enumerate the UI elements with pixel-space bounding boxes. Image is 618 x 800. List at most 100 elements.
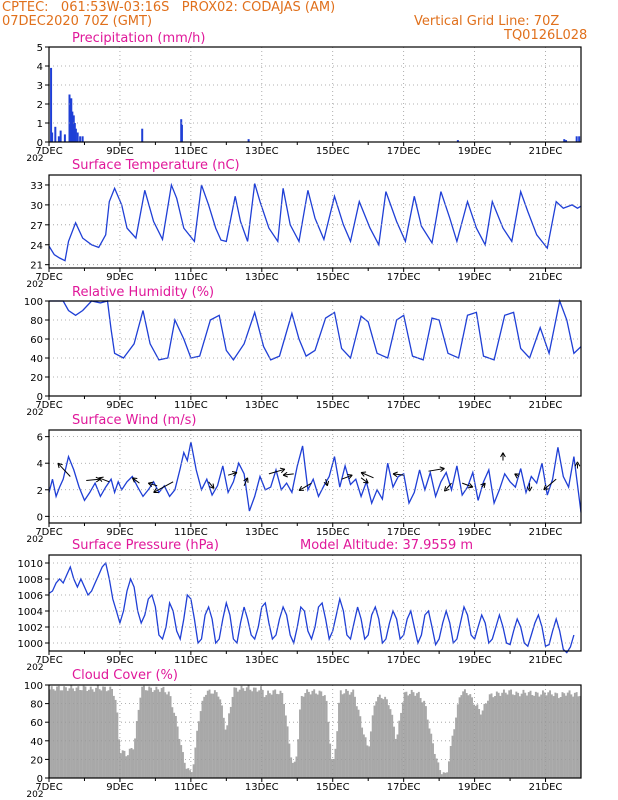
cloud-cover-bar (130, 748, 133, 778)
cloud-cover-bar (467, 695, 470, 778)
cloud-cover-bar (279, 690, 282, 778)
x-tick-label: 17DEC (387, 272, 421, 283)
precip-bar (70, 98, 73, 142)
y-tick-label: 3 (37, 81, 43, 92)
cloud-cover-bar (134, 738, 137, 778)
cloud-cover-bar (283, 703, 286, 778)
cloud-cover-bar (435, 758, 438, 778)
cloud-cover-bar (487, 700, 489, 778)
cloud-cover-bar (417, 691, 420, 778)
cloud-cover-bar (151, 691, 154, 778)
cloud-cover-bar (419, 698, 422, 778)
cloud-cover-bar (75, 687, 78, 778)
cloud-cover-bar (169, 696, 172, 778)
y-tick-label: 21 (30, 261, 43, 272)
cloud-cover-bar (556, 693, 559, 778)
cloud-cover-bar (401, 702, 404, 778)
cloud-cover-bar (350, 692, 353, 778)
precip-bar (141, 128, 144, 142)
wind-arrow-head (526, 486, 533, 492)
cloud-cover-bar (479, 714, 482, 778)
cloud-cover-bar (410, 689, 413, 778)
cloud-cover-bar (552, 696, 555, 778)
x-corner-label: 202 (26, 154, 43, 164)
cloud-cover-bar (396, 734, 399, 778)
x-tick-label: 19DEC (458, 400, 492, 411)
precip-bar (578, 136, 581, 142)
cloud-cover-bar (439, 770, 442, 778)
x-tick-label: 21DEC (529, 527, 563, 538)
cloud-cover-bar (88, 689, 90, 778)
x-tick-label: 13DEC (245, 400, 279, 411)
cloud-cover-bar (221, 705, 223, 778)
cloud-cover-bar (529, 690, 532, 778)
cloud-cover-bar (128, 748, 131, 778)
cloud-cover-bar (446, 772, 449, 778)
wind-arrow-head (282, 471, 288, 478)
x-tick-label: 19DEC (458, 272, 492, 283)
x-tick-label: 13DEC (245, 272, 279, 283)
cloud-cover-bar (228, 713, 231, 778)
cloud-cover-bar (307, 691, 310, 778)
cloud-cover-bar (458, 697, 461, 778)
cloud-cover-bar (160, 688, 163, 778)
cloud-cover-bar (547, 692, 550, 778)
y-tick-label: 4 (37, 62, 43, 73)
cloud-cover-bar (187, 768, 190, 778)
cloud-cover-bar (449, 746, 452, 778)
wind-arrow-shaft (360, 472, 374, 479)
panel-title: Relative Humidity (%) (72, 285, 214, 300)
cloud-cover-bar (148, 686, 151, 778)
cloud-cover-bar (462, 691, 465, 778)
cloud-cover-bar (208, 689, 211, 778)
cloud-cover-bar (196, 730, 199, 778)
cloud-cover-bar (471, 697, 473, 778)
x-tick-label: 15DEC (316, 527, 350, 538)
cloud-cover-bar (158, 691, 161, 778)
cloud-cover-bar (166, 694, 168, 778)
x-tick-label: 13DEC (245, 782, 279, 793)
cloud-cover-bar (359, 716, 362, 778)
cloud-cover-bar (543, 692, 546, 778)
cloud-cover-bar (474, 705, 477, 778)
y-tick-label: 80 (30, 700, 43, 711)
cloud-cover-bar (49, 689, 51, 778)
cloud-cover-bar (534, 691, 537, 778)
wind-arrow-shaft (268, 468, 285, 475)
cloud-cover-bar (501, 692, 504, 778)
y-tick-label: 1006 (18, 591, 43, 602)
precip-bar (51, 132, 54, 142)
cloud-cover-bar (173, 712, 176, 778)
cloud-cover-bar (338, 702, 340, 778)
series-line (49, 298, 582, 362)
wind-arrow-shaft (360, 477, 369, 484)
cloud-cover-bar (111, 689, 113, 778)
precip-bar (73, 123, 76, 142)
cloud-cover-bar (440, 774, 443, 778)
y-tick-label: 4 (37, 459, 43, 470)
cloud-cover-bar (84, 686, 87, 778)
cloud-cover-bar (315, 693, 317, 778)
cloud-cover-bar (550, 694, 553, 778)
y-tick-label: 33 (30, 181, 43, 192)
cloud-cover-bar (235, 687, 238, 778)
cloud-cover-bar (217, 696, 220, 778)
cloud-cover-bar (451, 735, 454, 778)
cloud-cover-bar (144, 690, 147, 778)
cloud-cover-bar (318, 690, 321, 778)
cloud-cover-bar (472, 704, 475, 778)
cloud-cover-bar (497, 692, 500, 778)
cloud-cover-bar (327, 721, 330, 778)
cloud-cover-bar (293, 761, 296, 778)
cloud-cover-bar (300, 695, 303, 778)
cloud-cover-bar (291, 762, 294, 778)
cloud-cover-bar (364, 737, 367, 778)
wind-arrow-shaft (543, 478, 557, 491)
cloud-cover-bar (416, 693, 419, 778)
panel-background (49, 555, 581, 651)
cloud-cover-bar (502, 689, 505, 778)
cloud-cover-bar (275, 693, 278, 778)
cloud-cover-bar (433, 753, 436, 778)
cloud-cover-bar (341, 694, 344, 778)
cloud-cover-bar (549, 690, 552, 778)
